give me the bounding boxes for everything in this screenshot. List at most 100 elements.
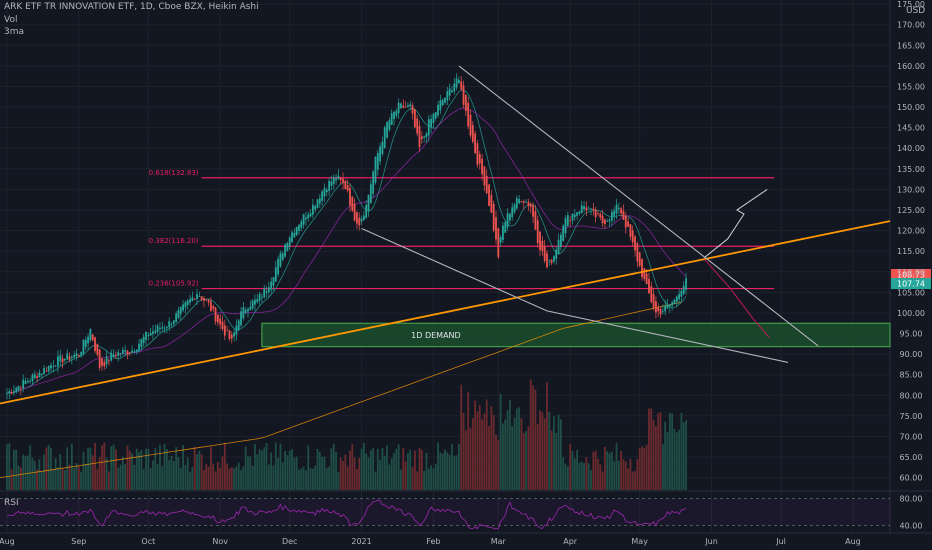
candle-body [10,392,13,394]
volume-bar [661,444,664,490]
ma-fast-line [6,89,687,394]
volume-bar [189,471,191,490]
volume-bar [527,426,530,490]
volume-bar [351,444,354,490]
candle-body [550,260,553,263]
candle-body [367,195,370,212]
volume-bar [620,451,623,490]
volume-bar [469,427,472,490]
volume-bar [376,448,379,490]
volume-bar [613,461,616,490]
volume-bar [337,471,340,490]
volume-bar [471,418,474,490]
volume-bar [216,461,219,490]
volume-bar [36,469,38,490]
volume-bar [152,460,154,490]
price-tick-label: 135.00 [897,165,925,174]
volume-bar [546,382,548,490]
candle-body [131,350,134,353]
candle-body [673,299,676,304]
fib-levels[interactable]: 0.618(132.83) 0.382(116.20) 0.236(105.92) [149,169,775,290]
volume-bar [515,408,518,490]
fib-label: 0.618(132.83) [149,169,199,177]
candle-body [335,178,337,181]
candle-body [675,296,678,302]
volume-bar [318,452,321,490]
candle-body [75,353,78,357]
candle-body [223,325,226,336]
volume-bar [534,389,537,490]
volume-bar [467,391,470,490]
volume-bar [77,465,80,490]
candle-body [515,198,518,209]
volume-bar [247,456,249,490]
volume-bar [91,455,94,490]
volume-bar [105,458,108,490]
volume-bar [386,445,388,490]
candle-body [585,207,588,211]
candle-body [666,304,669,309]
volume-bar [335,452,337,490]
volume-bar [219,467,222,490]
price-tick-label: 90.00 [900,350,923,359]
fib-label: 0.236(105.92) [149,280,199,288]
volume-bar [193,447,196,490]
candle-body [205,299,208,301]
candle-body [135,349,138,352]
volume-bar [634,471,636,490]
volume-bar [159,444,161,490]
candle-body [101,358,103,366]
volume-bar [223,442,226,490]
price-tick-label: 110.00 [897,268,925,277]
candle-body [96,344,99,355]
candle-body [240,311,242,326]
candle-body [559,234,562,248]
volume-bar [17,465,20,490]
volume-bar [358,457,361,490]
candle-body [235,325,238,335]
candle-body [664,305,667,312]
projection-up-arrow [704,188,768,258]
volume-bar [133,464,136,490]
candle-body [29,380,32,382]
volume-bar [668,413,671,490]
candle-body [650,286,653,303]
price-tick-label: 145.00 [897,124,925,133]
grid-lines [0,0,932,534]
candle-body [272,277,275,286]
time-tick-label: Apr [563,537,578,546]
candle-body [532,205,534,217]
candle-body [376,152,379,170]
volume-bar [75,463,78,490]
volume-bar [492,415,495,490]
candle-body [70,356,73,359]
candle-body [249,306,252,311]
candle-body [110,352,113,361]
candle-body [594,209,597,218]
volume-bar [430,465,432,490]
volume-bar [383,455,386,490]
candle-body [256,299,259,303]
volume-bar [309,468,312,490]
candle-body [680,290,683,297]
volume-bar [15,449,18,490]
volume-bar [550,430,553,490]
demand-zone[interactable]: 1D DEMAND [261,322,891,348]
volume-bar [427,468,430,490]
volume-bar [499,393,502,490]
volume-bar [346,466,349,490]
volume-bar [186,457,189,490]
volume-bar [657,413,660,490]
volume-bar [10,469,13,490]
volume-bar [680,413,683,490]
candle-body [543,245,546,261]
candle-body [182,304,184,311]
trend-drawings[interactable] [0,65,891,405]
volume-bar [675,432,678,490]
volume-bar [240,470,242,490]
volume-bar [179,467,182,490]
candle-body [453,83,456,92]
volume-bar [244,446,247,490]
volume-bar [388,464,391,490]
